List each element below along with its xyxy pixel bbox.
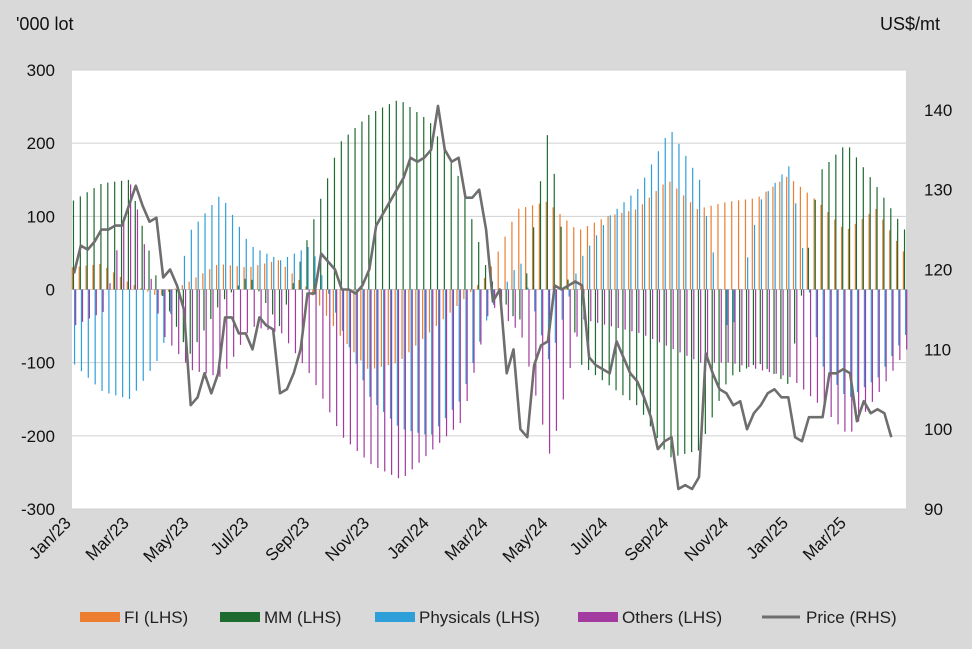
mm-legend-label: MM (LHS) <box>264 608 341 627</box>
right-tick-label: 90 <box>924 500 943 519</box>
left-tick-label: 300 <box>27 61 55 80</box>
left-tick-label: 0 <box>46 281 55 300</box>
right-axis: 140 130 120 110 100 90 <box>924 101 952 519</box>
right-tick-label: 110 <box>924 340 951 359</box>
others-legend-label: Others (LHS) <box>622 608 722 627</box>
mm-legend-swatch <box>220 612 260 622</box>
left-tick-label: -200 <box>21 427 55 446</box>
others-legend-swatch <box>578 612 618 622</box>
right-tick-label: 120 <box>924 261 952 280</box>
fi-legend-swatch <box>80 612 120 622</box>
right-axis-unit: US$/mt <box>880 14 940 34</box>
left-tick-label: -300 <box>21 500 55 519</box>
price-line <box>72 104 893 491</box>
left-tick-label: -100 <box>21 354 55 373</box>
price-legend-label: Price (RHS) <box>806 608 897 627</box>
physicals-legend-label: Physicals (LHS) <box>419 608 540 627</box>
right-tick-label: 130 <box>924 181 952 200</box>
legend: FI (LHS) MM (LHS) Physicals (LHS) Others (L… <box>80 608 897 627</box>
physicals-legend-swatch <box>375 612 415 622</box>
price-line-group <box>72 104 893 491</box>
fi-legend-label: FI (LHS) <box>124 608 188 627</box>
left-axis: 300 200 100 0 -100 -200 -300 <box>21 61 55 519</box>
left-axis-unit: '000 lot <box>16 14 73 34</box>
left-tick-label: 200 <box>27 134 55 153</box>
right-tick-label: 100 <box>924 420 952 439</box>
right-tick-label: 140 <box>924 101 952 120</box>
left-tick-label: 100 <box>27 207 55 226</box>
